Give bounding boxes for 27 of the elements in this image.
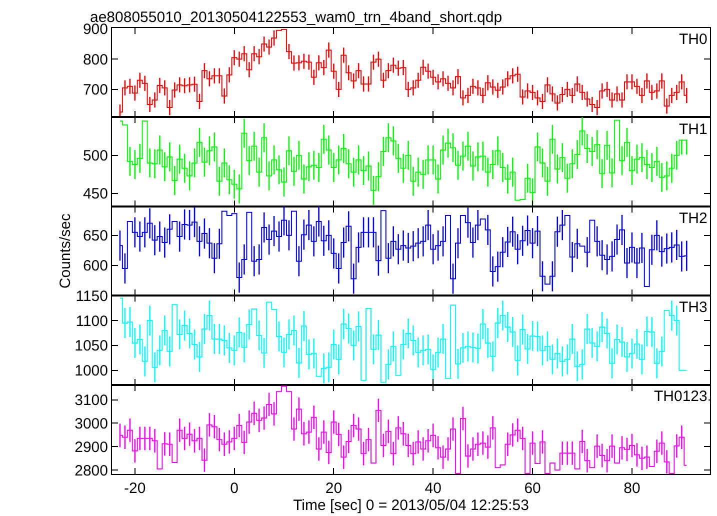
y-tick-label: 450 — [82, 186, 108, 203]
y-axis-title: Counts/sec — [57, 212, 74, 289]
x-tick-label: -20 — [124, 480, 146, 497]
x-tick-label: 80 — [624, 480, 640, 497]
x-tick-label: 0 — [230, 480, 238, 497]
y-tick-label: 1100 — [76, 312, 108, 330]
y-tick-label: 3100 — [74, 392, 108, 410]
y-tick-label: 650 — [82, 228, 108, 245]
y-tick-label: 2800 — [74, 462, 108, 480]
y-tick-label: 1000 — [74, 362, 108, 380]
annotation: TH0123 — [654, 388, 708, 405]
x-tick-label: 40 — [424, 480, 442, 497]
annotation: TH0 — [679, 31, 708, 48]
y-tick-label: 700 — [82, 82, 108, 99]
x-tick-label: 20 — [325, 480, 342, 497]
annotation: TH3 — [679, 299, 708, 316]
y-tick-label: 500 — [82, 148, 108, 165]
x-tick-label: 60 — [524, 480, 541, 497]
x-axis-title: Time [sec] 0 = 2013/05/04 12:25:53 — [293, 497, 529, 514]
y-tick-label: 1150 — [76, 288, 108, 305]
y-tick-label: 2900 — [74, 438, 108, 456]
y-tick-label: 3000 — [74, 415, 108, 432]
annotation: TH2 — [679, 210, 708, 227]
annotation: TH1 — [679, 121, 708, 138]
y-tick-label: 1050 — [74, 338, 108, 355]
y-tick-label: 600 — [82, 258, 108, 275]
y-tick-label: 800 — [82, 51, 108, 68]
